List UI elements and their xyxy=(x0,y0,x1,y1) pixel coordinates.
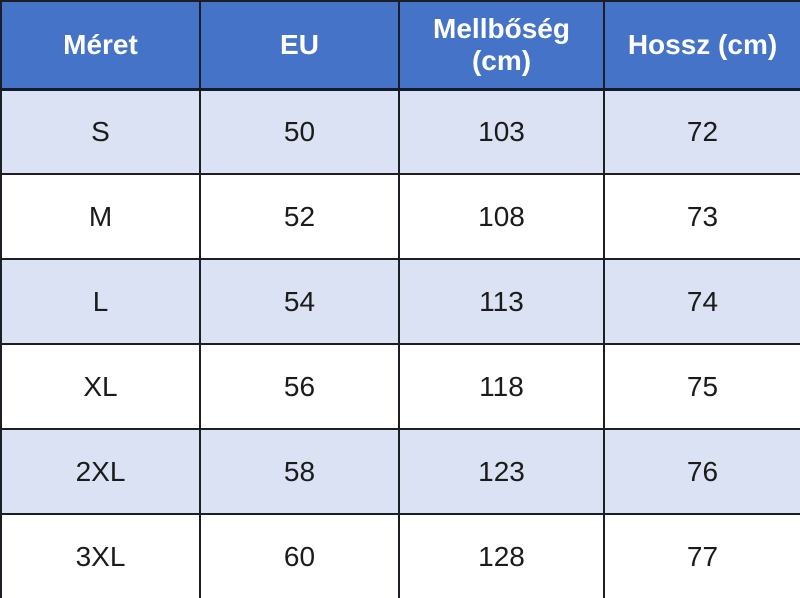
eu-cell: 50 xyxy=(199,88,400,175)
chest-cell: 108 xyxy=(398,173,605,260)
size-cell: M xyxy=(0,173,201,260)
chest-cell: 118 xyxy=(398,343,605,430)
header-cell-mellboseg: Mellbőség (cm) xyxy=(398,0,605,91)
table-row-xl: XL 56 118 75 xyxy=(0,343,800,430)
eu-cell: 52 xyxy=(199,173,400,260)
table-row-2xl: 2XL 58 123 76 xyxy=(0,428,800,515)
eu-cell: 56 xyxy=(199,343,400,430)
size-cell: XL xyxy=(0,343,201,430)
header-row: Méret EU Mellbőség (cm) Hossz (cm) xyxy=(0,0,800,91)
chest-cell: 123 xyxy=(398,428,605,515)
length-cell: 75 xyxy=(603,343,800,430)
header-cell-eu: EU xyxy=(199,0,400,91)
length-cell: 77 xyxy=(603,513,800,598)
length-cell: 73 xyxy=(603,173,800,260)
table-row-s: S 50 103 72 xyxy=(0,88,800,175)
chest-cell: 103 xyxy=(398,88,605,175)
table-row-3xl: 3XL 60 128 77 xyxy=(0,513,800,598)
chest-cell: 113 xyxy=(398,258,605,345)
size-cell: S xyxy=(0,88,201,175)
eu-cell: 58 xyxy=(199,428,400,515)
length-cell: 72 xyxy=(603,88,800,175)
chest-cell: 128 xyxy=(398,513,605,598)
size-cell: 2XL xyxy=(0,428,201,515)
size-cell: L xyxy=(0,258,201,345)
size-cell: 3XL xyxy=(0,513,201,598)
header-cell-meret: Méret xyxy=(0,0,201,91)
eu-cell: 54 xyxy=(199,258,400,345)
header-cell-hossz: Hossz (cm) xyxy=(603,0,800,91)
length-cell: 74 xyxy=(603,258,800,345)
length-cell: 76 xyxy=(603,428,800,515)
eu-cell: 60 xyxy=(199,513,400,598)
table-row-l: L 54 113 74 xyxy=(0,258,800,345)
table-row-m: M 52 108 73 xyxy=(0,173,800,260)
